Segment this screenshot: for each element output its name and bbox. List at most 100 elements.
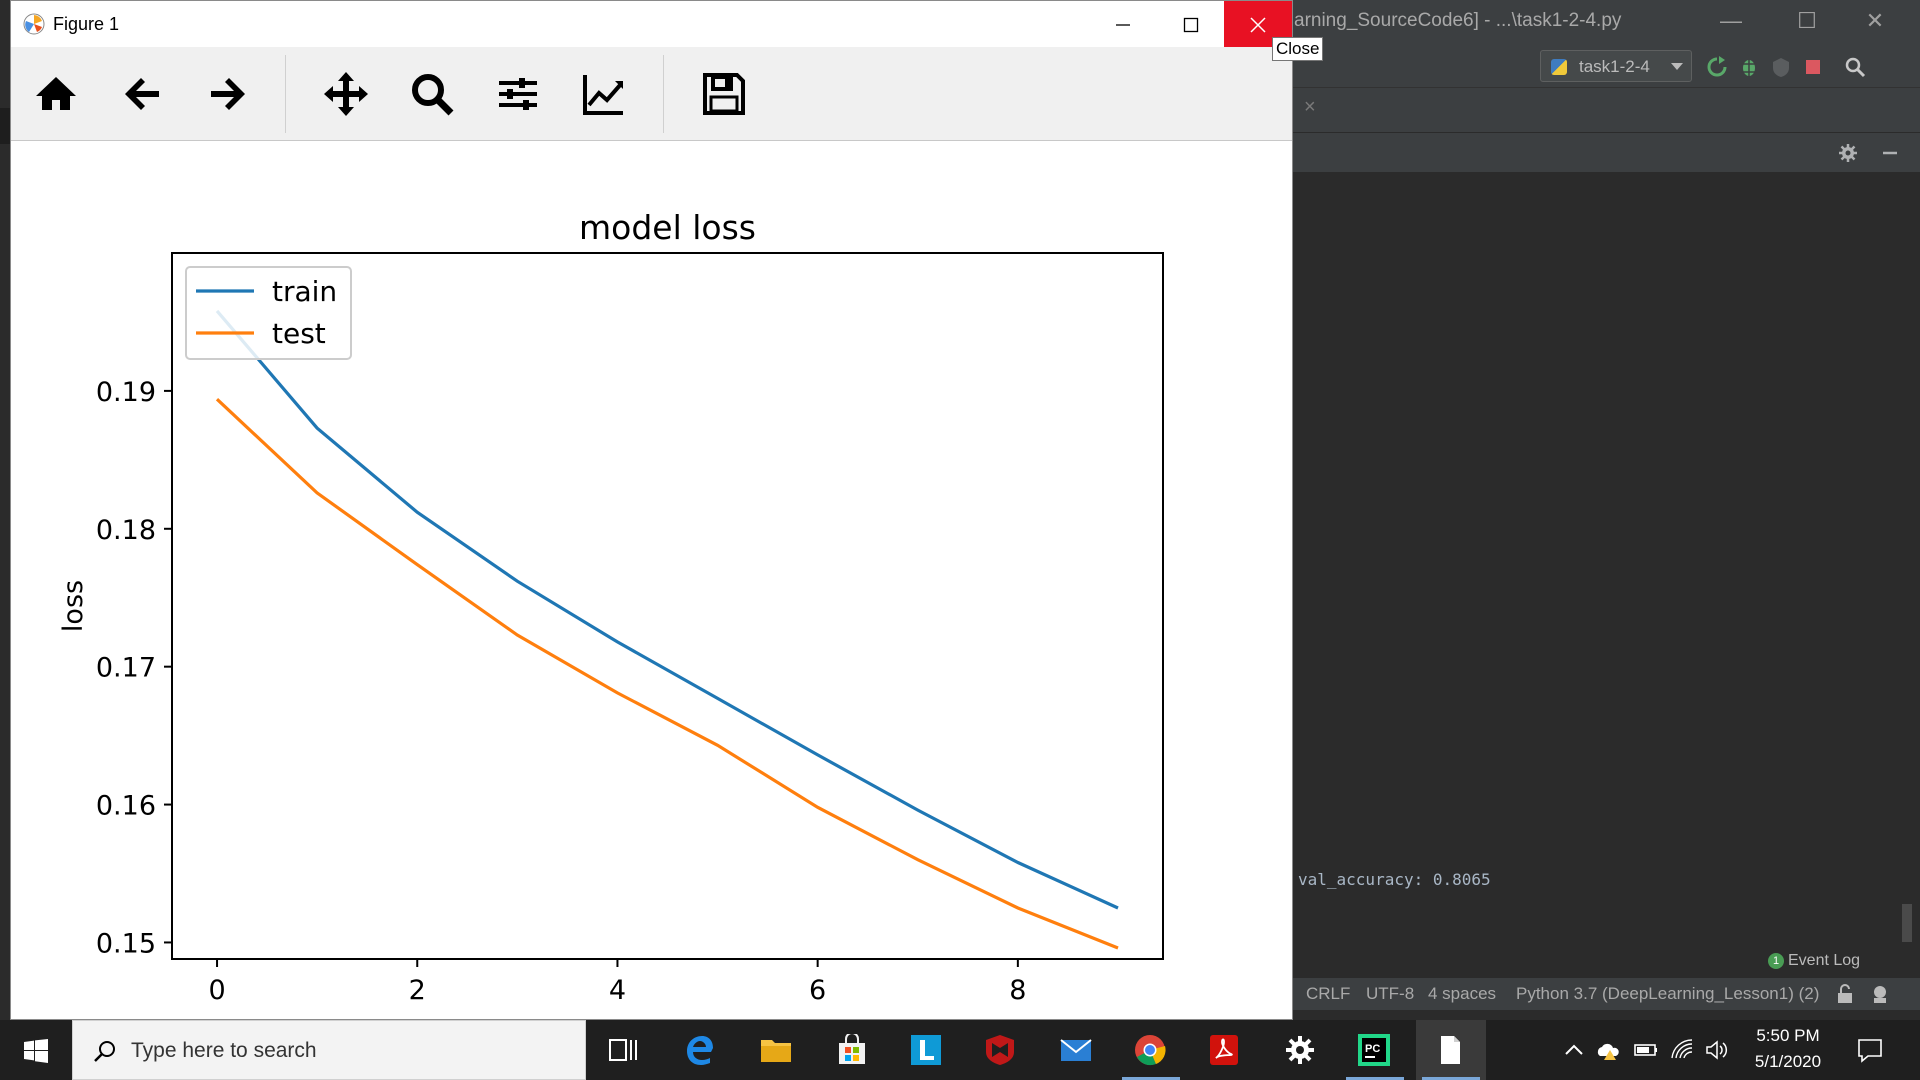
- mail-app[interactable]: [1042, 1020, 1112, 1080]
- gear-icon: [1286, 1036, 1314, 1064]
- clock-date[interactable]: 5/1/2020: [1754, 1052, 1822, 1071]
- forward-button[interactable]: [203, 69, 253, 119]
- python-icon: [1551, 59, 1567, 75]
- configure-subplots-button[interactable]: [493, 69, 543, 119]
- x-tick-label: 2: [409, 975, 426, 1006]
- chrome-icon: [1135, 1035, 1166, 1066]
- configure-subplots-icon: [499, 78, 537, 110]
- ide-editor-tabs: ×: [1290, 88, 1920, 132]
- event-count-badge: 1: [1768, 952, 1784, 969]
- inspector-icon[interactable]: [1870, 984, 1890, 1004]
- run-config-label: task1-2-4: [1579, 57, 1650, 76]
- figure-app[interactable]: [1416, 1020, 1486, 1080]
- ide-close-icon[interactable]: ✕: [1865, 8, 1885, 33]
- clock-time[interactable]: 5:50 PM: [1756, 1026, 1820, 1045]
- event-log-label: Event Log: [1788, 952, 1861, 969]
- line-separator-status[interactable]: CRLF: [1306, 984, 1351, 1003]
- home-button[interactable]: [31, 69, 81, 119]
- run-config-dropdown[interactable]: task1-2-4: [1540, 50, 1692, 82]
- wifi-icon[interactable]: [1670, 1038, 1694, 1062]
- taskbar-search-box[interactable]: Type here to search: [72, 1020, 586, 1080]
- matplotlib-logo-icon: [23, 13, 45, 35]
- encoding-status[interactable]: UTF-8: [1366, 984, 1415, 1003]
- start-button[interactable]: [0, 1020, 72, 1080]
- event-log-button[interactable]: 1 Event Log: [1768, 952, 1860, 970]
- figure-window: Figure 1 Close: [10, 0, 1324, 1020]
- ide-minimize-icon[interactable]: —: [1720, 8, 1742, 33]
- minimize-icon: [1116, 24, 1130, 26]
- console-scrollbar[interactable]: [1902, 904, 1912, 942]
- back-arrow-icon: [125, 78, 159, 110]
- maximize-button[interactable]: [1157, 1, 1225, 47]
- battery-icon[interactable]: [1634, 1038, 1658, 1062]
- series-line-test: [215, 398, 1119, 950]
- search-everywhere-icon[interactable]: [1844, 56, 1866, 78]
- figure-window-title: Figure 1: [53, 14, 120, 34]
- store-app[interactable]: [818, 1020, 888, 1080]
- x-tick-label: 6: [809, 975, 826, 1006]
- run-console: val_accuracy: 0.8065: [1290, 172, 1920, 947]
- edit-axis-icon: [583, 75, 623, 115]
- figure-canvas[interactable]: model loss loss 0 2 4 6 8 0.15 0.16 0.17 0.18 0.19 t…: [11, 142, 1292, 1019]
- pycharm-icon: PC: [1358, 1034, 1390, 1066]
- notification-icon[interactable]: [1856, 1036, 1884, 1064]
- task-view-icon: [609, 1039, 637, 1061]
- zoom-icon: [412, 74, 454, 116]
- close-tab-icon[interactable]: ×: [1304, 96, 1316, 118]
- settings-app[interactable]: [1266, 1020, 1336, 1080]
- toolbar-separator: [285, 55, 286, 133]
- debug-icon[interactable]: [1738, 56, 1760, 78]
- y-tick-label: 0.15: [96, 928, 156, 959]
- pycharm-app[interactable]: PC: [1340, 1020, 1410, 1080]
- windows-taskbar: Type here to search PC 5:50 PM 5/1/2020: [0, 1020, 1920, 1080]
- file-explorer-app[interactable]: [742, 1020, 812, 1080]
- y-tick-label: 0.16: [96, 791, 156, 822]
- speaker-icon[interactable]: [1704, 1038, 1728, 1062]
- svg-text:PC: PC: [1365, 1043, 1380, 1055]
- rerun-icon[interactable]: [1706, 56, 1728, 78]
- search-icon: [94, 1041, 115, 1062]
- ide-statusbar: CRLF UTF-8 4 spaces Python 3.7 (DeepLear…: [1290, 978, 1920, 1010]
- figure-titlebar[interactable]: Figure 1: [11, 1, 1292, 47]
- task-view-button[interactable]: [590, 1020, 660, 1080]
- gear-icon[interactable]: [1838, 143, 1858, 163]
- coverage-icon[interactable]: [1770, 56, 1792, 78]
- console-output-line: val_accuracy: 0.8065: [1298, 870, 1491, 889]
- edit-axis-button[interactable]: [579, 69, 629, 119]
- indent-status[interactable]: 4 spaces: [1428, 984, 1497, 1003]
- x-tick-label: 0: [208, 975, 225, 1006]
- minimize-panel-icon[interactable]: [1880, 143, 1900, 163]
- forward-arrow-icon: [211, 78, 245, 110]
- l-app-icon: [911, 1035, 941, 1065]
- search-placeholder: Type here to search: [131, 1039, 317, 1062]
- chevron-up-icon[interactable]: [1562, 1038, 1586, 1062]
- back-button[interactable]: [117, 69, 167, 119]
- minimize-button[interactable]: [1089, 1, 1157, 47]
- chrome-app[interactable]: [1116, 1020, 1186, 1080]
- close-icon: [1250, 17, 1266, 33]
- pan-icon: [324, 72, 368, 116]
- pan-button[interactable]: [321, 69, 371, 119]
- acrobat-app[interactable]: [1190, 1020, 1260, 1080]
- axes-frame: [171, 252, 1164, 960]
- toolbar-separator: [663, 55, 664, 133]
- x-tick-label: 4: [609, 975, 626, 1006]
- ide-toolbar: task1-2-4: [1290, 44, 1920, 88]
- acrobat-icon: [1210, 1035, 1238, 1065]
- interpreter-status[interactable]: Python 3.7 (DeepLearning_Lesson1) (2): [1516, 984, 1820, 1003]
- edge-app[interactable]: [666, 1020, 736, 1080]
- ide-titlebar: arning_SourceCode6] - ...\task1-2-4.py —…: [1290, 0, 1920, 44]
- ide-maximize-icon[interactable]: ☐: [1797, 8, 1817, 33]
- loss-chart: model loss loss 0 2 4 6 8 0.15 0.16 0.17 0.18 0.19 t…: [58, 208, 1164, 1006]
- save-button[interactable]: [699, 69, 749, 119]
- document-icon: [1441, 1036, 1460, 1064]
- zoom-button[interactable]: [407, 69, 457, 119]
- mail-icon: [1060, 1039, 1092, 1061]
- folder-icon: [761, 1040, 791, 1062]
- stop-icon[interactable]: [1802, 56, 1824, 78]
- maximize-icon: [1183, 17, 1199, 33]
- onedrive-warning-icon[interactable]: [1596, 1038, 1620, 1062]
- lock-icon[interactable]: [1836, 984, 1854, 1004]
- lync-app[interactable]: [892, 1020, 962, 1080]
- mcafee-app[interactable]: [966, 1020, 1036, 1080]
